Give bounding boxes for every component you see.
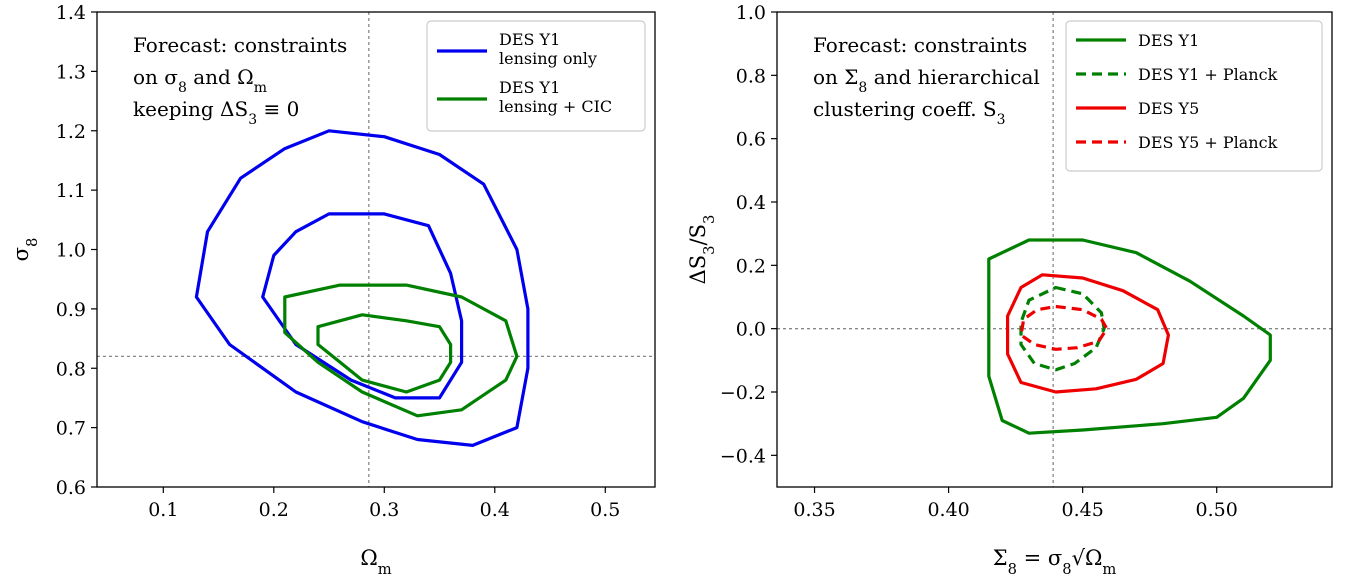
y-tick-label: −0.4 xyxy=(720,445,766,467)
legend-label-1: lensing only xyxy=(499,49,597,68)
y-axis-label: ΔS3/S3 xyxy=(686,215,718,285)
chart-panel-1: 0.1 0.2 0.3 0.4 0.5 0.6 0.7 0.8 0.9 1.0 1.1 1.2 1.3 1… xyxy=(9,2,656,575)
x-axis-label: Σ8 = σ8√Ωm xyxy=(993,546,1117,575)
contour-3-1 xyxy=(1006,273,1170,394)
x-tick-label: 0.1 xyxy=(148,499,178,521)
legend-label-2: DES Y1 xyxy=(499,78,560,97)
y-tick-label: 0.0 xyxy=(736,319,766,341)
annotation-line-3: clustering coeff. S3 xyxy=(813,97,1006,128)
chart-panel-2: 0.35 0.40 0.45 0.50 −0.4 −0.2 0.0 0.2 0.4 0.6 0.8 1… xyxy=(686,2,1333,575)
contour-2-1 xyxy=(1019,285,1106,372)
y-tick-label: 0.8 xyxy=(736,65,766,87)
annotation-line-1: Forecast: constraints xyxy=(813,33,1027,57)
y-tick-label: 1.0 xyxy=(736,2,766,24)
y-tick-label: 0.2 xyxy=(736,255,766,277)
y-tick-label: 0.9 xyxy=(56,299,86,321)
contour-1-1 xyxy=(194,129,530,447)
y-tick-label: 1.2 xyxy=(56,121,86,143)
x-tick-label: 0.3 xyxy=(369,499,399,521)
legend-label-2: DES Y1 + Planck xyxy=(1138,65,1278,84)
x-tick-label: 0.35 xyxy=(793,499,835,521)
contours xyxy=(987,238,1272,435)
y-tick-label: 1.1 xyxy=(56,180,86,202)
plot-frame xyxy=(776,11,1333,488)
contour-1-2 xyxy=(261,212,464,400)
y-tick-label: 0.4 xyxy=(736,192,766,214)
contour-1-1 xyxy=(987,238,1272,435)
y-tick-label: 1.3 xyxy=(56,61,86,83)
legend-label-1: DES Y1 xyxy=(1138,31,1199,50)
x-axis-label: Ωm xyxy=(360,546,391,575)
y-tick-label: 0.6 xyxy=(736,129,766,151)
contour-2-2 xyxy=(316,313,453,394)
y-axis-label: σ8 xyxy=(9,238,41,262)
legend-label-1: DES Y1 xyxy=(499,30,560,49)
legend: DES Y1 DES Y1 + Planck DES Y5 DES Y5 + Plan… xyxy=(1065,20,1323,172)
contour-2-1 xyxy=(283,283,519,418)
y-tick-label: 0.7 xyxy=(56,418,86,440)
legend-label-4: DES Y5 + Planck xyxy=(1138,133,1278,152)
annotation-line-3: keeping ΔS3 ≡ 0 xyxy=(133,97,299,128)
legend-label-2: lensing + CIC xyxy=(499,97,612,116)
annotation-line-2: on Σ8 and hierarchical xyxy=(813,65,1040,96)
x-tick-label: 0.40 xyxy=(927,499,969,521)
y-tick-label: −0.2 xyxy=(720,382,766,404)
annotation-line-1: Forecast: constraints xyxy=(133,33,347,57)
y-tick-label: 0.8 xyxy=(56,358,86,380)
legend-label-3: DES Y5 xyxy=(1138,99,1199,118)
y-tick-label: 1.4 xyxy=(56,2,86,24)
legend-box xyxy=(1065,20,1323,172)
y-tick-label: 0.6 xyxy=(56,477,86,499)
x-tick-label: 0.2 xyxy=(259,499,289,521)
x-tick-label: 0.50 xyxy=(1196,499,1238,521)
y-tick-label: 1.0 xyxy=(56,240,86,262)
contour-4-1 xyxy=(1019,304,1109,351)
legend-box xyxy=(426,20,646,132)
x-tick-label: 0.4 xyxy=(480,499,510,521)
x-tick-label: 0.45 xyxy=(1061,499,1103,521)
x-tick-label: 0.5 xyxy=(590,499,620,521)
annotation-line-2: on σ8 and Ωm xyxy=(133,65,267,96)
contours xyxy=(194,129,530,447)
